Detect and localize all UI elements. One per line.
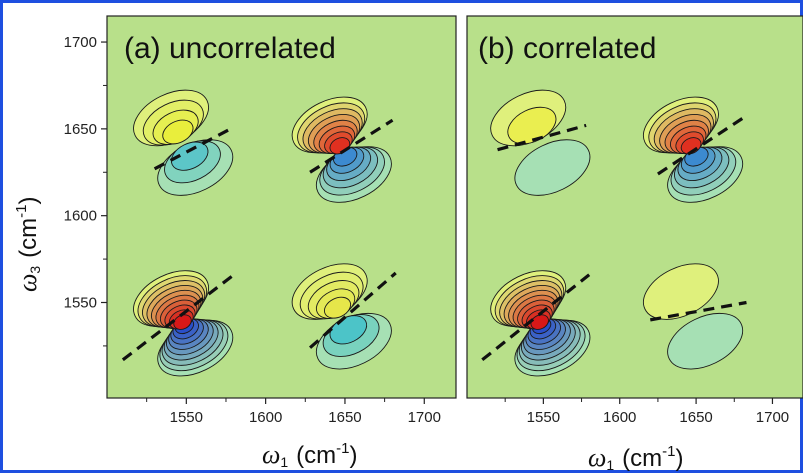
peak-1-negative-lobe-contour bbox=[170, 141, 209, 171]
y-tick-label: 1650 bbox=[64, 121, 97, 138]
peak-1-positive-lobe bbox=[490, 89, 567, 147]
panel-a-axes-frame bbox=[106, 15, 457, 399]
panel-b-x-axis-label: ω1 (cm-1) bbox=[588, 443, 683, 473]
peak-4-positive-lobe-contour bbox=[323, 296, 352, 319]
y-tick-label: 1550 bbox=[64, 295, 97, 312]
panel-b-background bbox=[467, 16, 803, 398]
x-tick-label: 1600 bbox=[249, 409, 282, 426]
peak-3-dashed-line bbox=[481, 273, 591, 362]
y-tick-label: 1600 bbox=[64, 208, 97, 225]
peak-1-negative-lobe bbox=[514, 139, 591, 196]
peak-1-positive-lobe-contour bbox=[162, 119, 194, 145]
x-tick-label: 1550 bbox=[527, 409, 560, 426]
x-tick-label: 1700 bbox=[408, 409, 441, 426]
x-tick-label: 1600 bbox=[603, 409, 636, 426]
peak-3-positive-lobe bbox=[490, 270, 567, 330]
panel-a-label: (a) uncorrelated bbox=[124, 32, 336, 65]
x-tick-label: 1550 bbox=[170, 409, 203, 426]
peak-4-positive-lobe bbox=[291, 263, 368, 320]
peak-2-positive-lobe bbox=[643, 96, 719, 155]
peak-2-negative-lobe bbox=[667, 146, 744, 203]
panel-b-label: (b) correlated bbox=[478, 32, 656, 65]
peak-1-negative-lobe-contour bbox=[514, 139, 591, 196]
panel-a-plot bbox=[121, 89, 397, 377]
peak-3-positive-lobe-contour bbox=[173, 314, 192, 330]
y-axis-label: ω3(cm-1) bbox=[13, 197, 43, 292]
peak-2-positive-lobe bbox=[291, 96, 368, 155]
y-tick-label: 1700 bbox=[64, 34, 97, 51]
peak-3-positive-lobe bbox=[133, 270, 209, 330]
x-tick-label: 1700 bbox=[756, 409, 789, 426]
panel-a-x-axis-label: ω1 (cm-1) bbox=[262, 440, 357, 470]
panel-b-plot bbox=[481, 89, 747, 377]
peak-4-dashed-line bbox=[309, 271, 397, 349]
panel-b-axes-frame bbox=[466, 15, 803, 399]
peak-2-dashed-line bbox=[309, 118, 394, 174]
peak-4-negative-lobe-contour bbox=[667, 312, 744, 370]
x-tick-label: 1650 bbox=[679, 409, 712, 426]
peak-1-dashed-line bbox=[497, 123, 587, 152]
peak-1-negative-lobe bbox=[157, 139, 234, 196]
x-tick-label: 1650 bbox=[328, 409, 361, 426]
panel-a-background bbox=[107, 16, 456, 398]
axis-ticks: 1550 1600 1650 1700 1550 1600 1650 1700 1550 1600… bbox=[64, 34, 790, 426]
peak-4-negative-lobe bbox=[667, 312, 744, 370]
peak-1-positive-lobe bbox=[133, 89, 209, 147]
peak-4-dashed-line bbox=[649, 300, 747, 322]
peak-4-negative-lobe bbox=[315, 312, 392, 370]
peak-3-negative-lobe bbox=[157, 317, 234, 377]
peak-3-dashed-line bbox=[121, 273, 235, 362]
peak-3-positive-lobe-contour bbox=[530, 314, 549, 330]
peak-2-negative-lobe bbox=[315, 146, 392, 203]
peak-1-dashed-line bbox=[153, 125, 235, 171]
